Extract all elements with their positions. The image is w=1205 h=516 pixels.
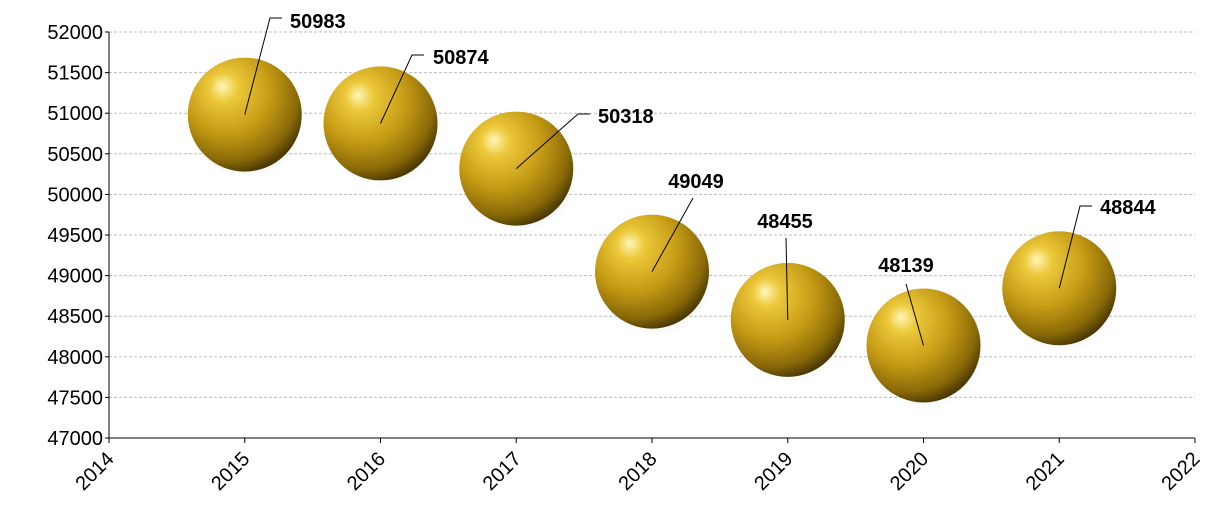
x-tick-label: 2019 bbox=[750, 448, 797, 495]
data-label-leader-line bbox=[905, 283, 924, 346]
data-label: 48139 bbox=[878, 255, 934, 277]
axes bbox=[105, 31, 1196, 443]
data-points bbox=[187, 57, 1122, 411]
data-label: 49049 bbox=[668, 171, 724, 193]
data-label: 48844 bbox=[1100, 197, 1156, 219]
y-tick-label: 51500 bbox=[47, 63, 103, 85]
x-tick-label: 2022 bbox=[1158, 448, 1205, 495]
y-tick-label: 50500 bbox=[47, 144, 103, 166]
y-tick-label: 50000 bbox=[47, 184, 103, 206]
y-tick-label: 47500 bbox=[47, 387, 103, 409]
y-tick-label: 49500 bbox=[47, 225, 103, 247]
data-labels: 50983 50874 50318 49049 48455 48139 48844 bbox=[244, 11, 1156, 346]
x-axis-tick-labels: 2014 2015 2016 2017 2018 2019 2020 2021 2022 bbox=[72, 448, 1205, 495]
data-label: 48455 bbox=[757, 211, 813, 233]
data-label: 50983 bbox=[290, 11, 346, 33]
x-tick-label: 2015 bbox=[207, 448, 254, 495]
data-label-leader-line bbox=[1058, 205, 1092, 289]
data-label: 50874 bbox=[433, 47, 489, 69]
y-tick-label: 48500 bbox=[47, 306, 103, 328]
data-label-leader-line bbox=[515, 113, 590, 169]
data-label: 50318 bbox=[598, 106, 654, 128]
y-tick-label: 51000 bbox=[47, 103, 103, 125]
data-label-leader-line bbox=[244, 17, 282, 115]
data-label-leader-line bbox=[651, 197, 694, 272]
data-label-leader-line bbox=[785, 237, 789, 320]
y-tick-label: 47000 bbox=[47, 428, 103, 450]
y-tick-label: 52000 bbox=[47, 22, 103, 44]
y-tick-label: 48000 bbox=[47, 347, 103, 369]
x-tick-label: 2020 bbox=[886, 448, 933, 495]
x-tick-label: 2017 bbox=[479, 448, 526, 495]
x-tick-label: 2016 bbox=[343, 448, 390, 495]
x-tick-label: 2021 bbox=[1022, 448, 1069, 495]
y-axis-tick-labels: 47000 47500 48000 48500 49000 49500 50000 50500… bbox=[47, 22, 103, 450]
x-tick-label: 2014 bbox=[72, 448, 119, 495]
y-tick-label: 49000 bbox=[47, 266, 103, 288]
x-tick-label: 2018 bbox=[615, 448, 662, 495]
data-label-leader-line bbox=[380, 54, 424, 124]
